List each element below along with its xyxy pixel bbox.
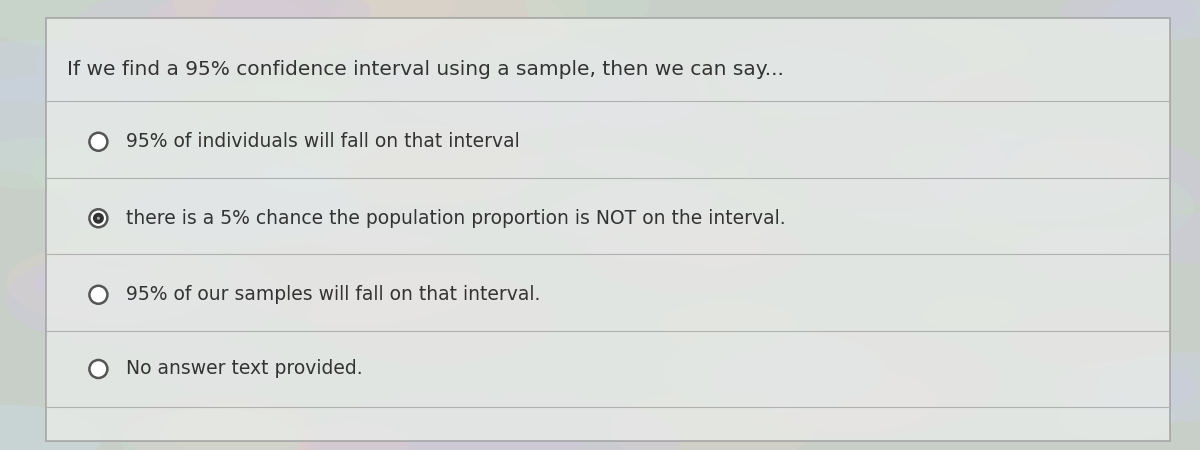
Circle shape (335, 0, 564, 65)
Ellipse shape (97, 217, 100, 220)
Circle shape (121, 408, 300, 450)
Circle shape (552, 99, 764, 179)
Ellipse shape (90, 133, 108, 151)
Circle shape (124, 394, 324, 450)
Circle shape (149, 342, 287, 393)
Circle shape (308, 272, 554, 364)
Circle shape (948, 161, 1194, 253)
Circle shape (66, 148, 341, 251)
Ellipse shape (92, 213, 104, 224)
Circle shape (924, 296, 1016, 330)
Circle shape (403, 392, 678, 450)
Circle shape (384, 34, 642, 130)
Circle shape (480, 148, 718, 237)
Circle shape (635, 207, 749, 250)
Circle shape (226, 229, 481, 325)
Circle shape (0, 137, 108, 190)
Circle shape (295, 422, 409, 450)
Circle shape (1062, 0, 1195, 37)
Circle shape (496, 51, 708, 130)
Circle shape (769, 369, 936, 432)
Circle shape (0, 0, 209, 51)
Circle shape (890, 144, 980, 178)
Circle shape (1096, 352, 1200, 422)
Circle shape (332, 0, 587, 61)
Circle shape (67, 222, 186, 267)
Circle shape (31, 143, 186, 201)
Circle shape (882, 22, 1027, 76)
Circle shape (696, 46, 888, 118)
Circle shape (251, 49, 400, 105)
Circle shape (6, 247, 282, 350)
Ellipse shape (90, 209, 108, 227)
Circle shape (173, 0, 454, 54)
Circle shape (586, 212, 803, 293)
Circle shape (926, 137, 1152, 222)
Text: 95% of our samples will fall on that interval.: 95% of our samples will fall on that int… (126, 285, 540, 304)
Text: No answer text provided.: No answer text provided. (126, 360, 362, 378)
Circle shape (710, 329, 998, 437)
Circle shape (1127, 214, 1200, 263)
Circle shape (0, 39, 122, 103)
Circle shape (670, 232, 763, 267)
Circle shape (1051, 361, 1196, 415)
Circle shape (263, 158, 353, 192)
Circle shape (362, 18, 493, 67)
Circle shape (1057, 396, 1175, 440)
Ellipse shape (90, 286, 108, 304)
Circle shape (1103, 0, 1200, 40)
Circle shape (1042, 163, 1115, 191)
Circle shape (336, 49, 438, 87)
Circle shape (92, 290, 242, 347)
Circle shape (938, 130, 1200, 232)
Circle shape (305, 123, 523, 206)
Circle shape (143, 0, 344, 63)
Circle shape (1008, 138, 1153, 192)
Circle shape (660, 300, 797, 351)
Circle shape (712, 21, 968, 117)
Circle shape (0, 405, 101, 450)
Circle shape (139, 165, 362, 248)
Circle shape (152, 253, 264, 295)
Text: If we find a 95% confidence interval using a sample, then we can say...: If we find a 95% confidence interval usi… (67, 60, 784, 79)
Ellipse shape (90, 360, 108, 378)
Circle shape (70, 0, 317, 78)
Circle shape (140, 84, 388, 176)
Circle shape (109, 176, 286, 243)
Circle shape (744, 114, 1007, 212)
Circle shape (6, 243, 223, 324)
Circle shape (690, 208, 773, 239)
Circle shape (35, 261, 160, 307)
Circle shape (280, 180, 469, 252)
Circle shape (182, 169, 342, 229)
Circle shape (546, 182, 756, 260)
Circle shape (610, 391, 812, 450)
Circle shape (308, 392, 581, 450)
Circle shape (522, 139, 805, 246)
Circle shape (187, 104, 391, 181)
Circle shape (337, 126, 546, 205)
Circle shape (326, 72, 553, 158)
Circle shape (215, 0, 371, 41)
Circle shape (36, 23, 242, 100)
Text: 95% of individuals will fall on that interval: 95% of individuals will fall on that int… (126, 132, 520, 151)
Circle shape (1014, 227, 1162, 282)
Circle shape (0, 74, 205, 176)
Circle shape (164, 403, 306, 450)
FancyBboxPatch shape (46, 18, 1170, 441)
Circle shape (812, 126, 1085, 228)
Circle shape (584, 70, 763, 136)
Circle shape (526, 0, 649, 30)
Circle shape (928, 71, 1032, 110)
Circle shape (1009, 308, 1170, 368)
Text: there is a 5% chance the population proportion is NOT on the interval.: there is a 5% chance the population prop… (126, 209, 786, 228)
Circle shape (664, 330, 884, 413)
